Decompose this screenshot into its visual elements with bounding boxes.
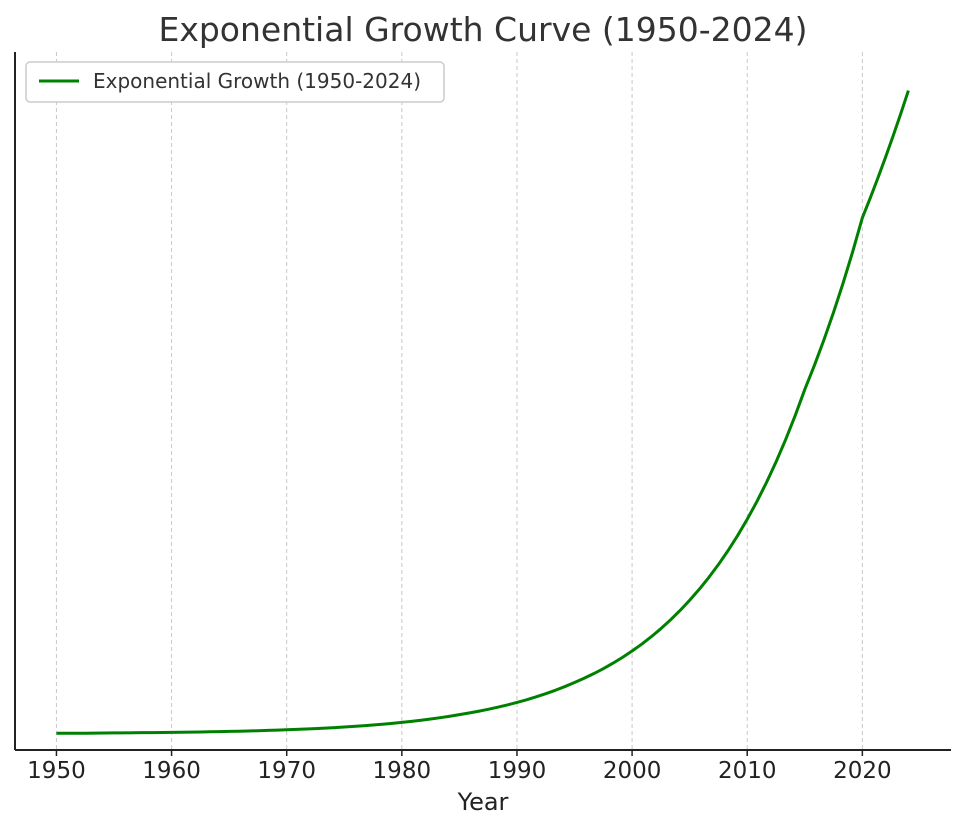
series-layer [56,90,910,735]
x-tick-label-2000: 2000 [603,758,662,784]
x-tick-label-2020: 2020 [833,758,892,784]
legend-box [25,61,445,103]
x-axis-ticks: 1950 1960 1970 1980 1990 2000 2010 2020 [27,750,892,784]
x-axis-label: Year [457,788,509,816]
legend-entry-label: Exponential Growth (1950-2024) [93,69,421,93]
x-tick-label-1980: 1980 [373,758,432,784]
legend: Exponential Growth (1950-2024) [25,61,445,103]
grid-lines [55,52,863,750]
x-tick-label-1990: 1990 [488,758,547,784]
x-tick-label-1950: 1950 [27,758,86,784]
chart-title: Exponential Growth Curve (1950-2024) [158,10,807,49]
series-line-0 [56,90,910,735]
x-tick-label-1960: 1960 [142,758,201,784]
x-tick-label-2010: 2010 [718,758,777,784]
x-tick-label-1970: 1970 [257,758,316,784]
